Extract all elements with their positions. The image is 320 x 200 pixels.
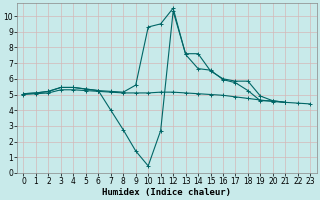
X-axis label: Humidex (Indice chaleur): Humidex (Indice chaleur) bbox=[102, 188, 231, 197]
